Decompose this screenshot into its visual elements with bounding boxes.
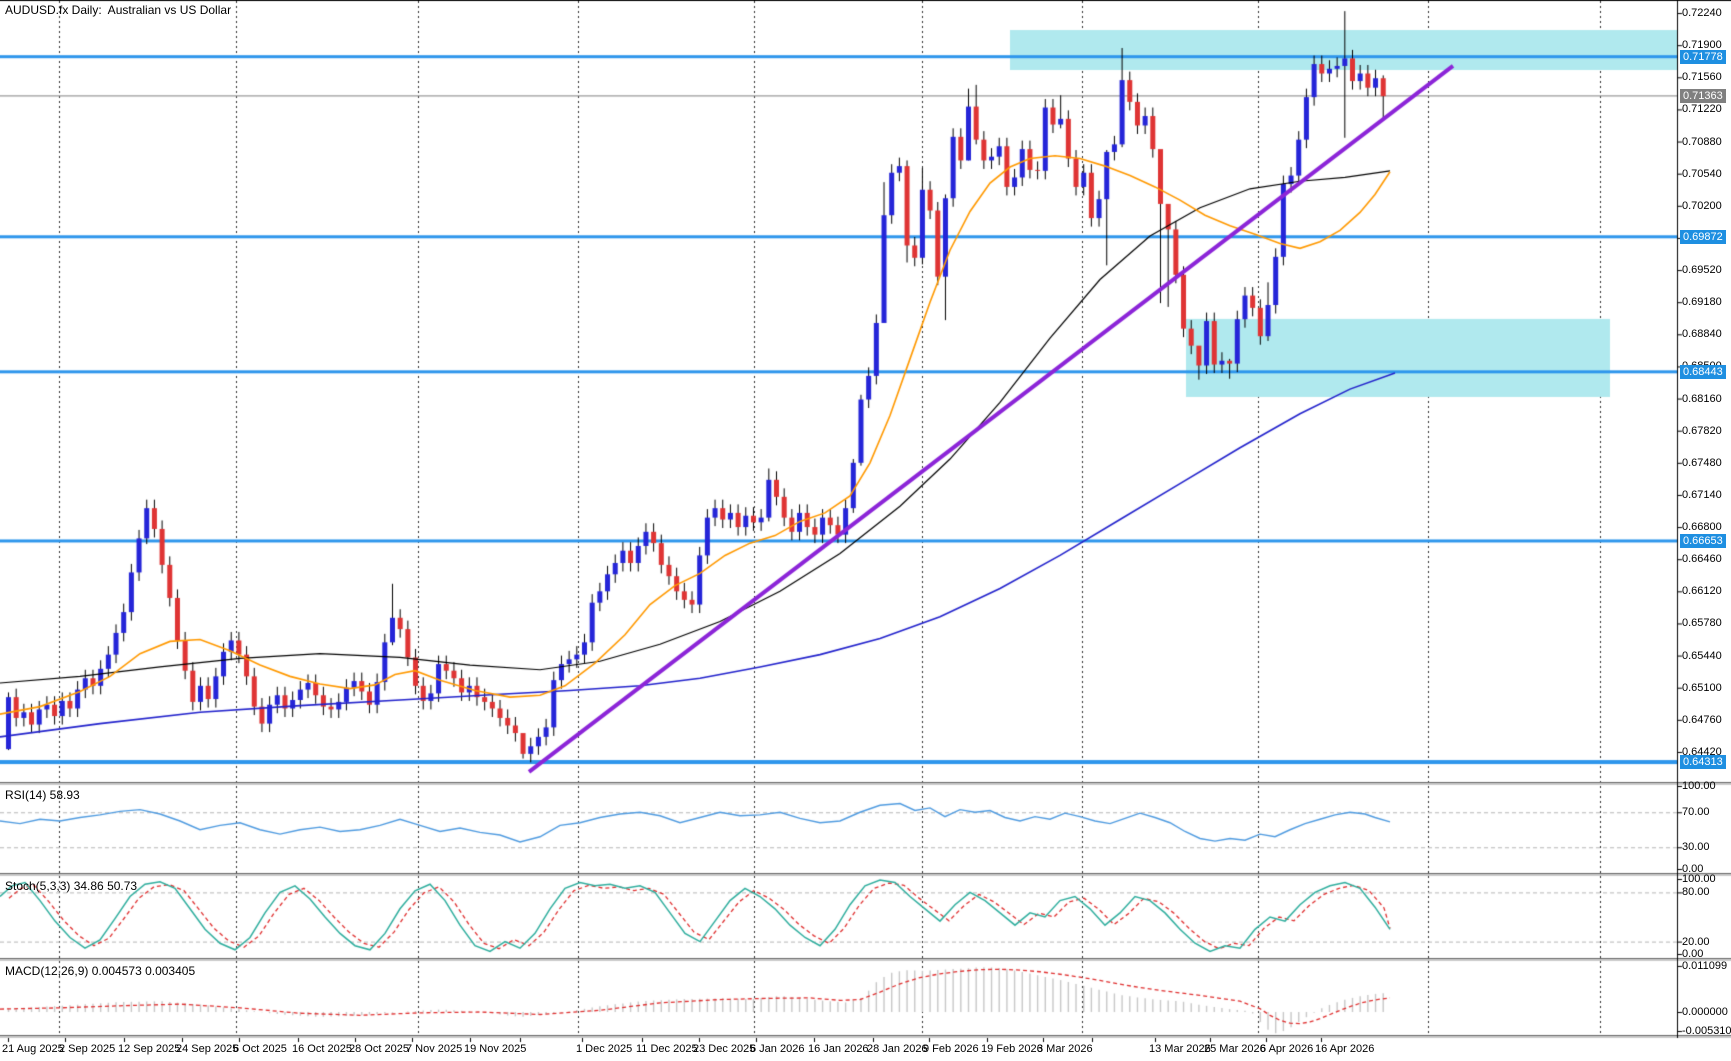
price-tick-label: 0.66120 xyxy=(1682,585,1722,598)
date-label: 6 Oct 2025 xyxy=(233,1043,287,1055)
price-tick-label: 0.65440 xyxy=(1682,649,1722,662)
date-label: 25 Mar 2026 xyxy=(1204,1043,1266,1055)
macd-axis-label: 0.000000 xyxy=(1682,1006,1728,1018)
price-line-badge: 0.69872 xyxy=(1680,229,1726,244)
stoch-axis-label: 20.00 xyxy=(1682,935,1710,948)
date-label: 1 Dec 2025 xyxy=(576,1043,633,1055)
price-tick-label: 0.67140 xyxy=(1682,488,1722,501)
price-tick-label: 0.65100 xyxy=(1682,681,1722,694)
macd-label: MACD(12,26,9) 0.004573 0.003405 xyxy=(5,964,196,978)
price-line-badge: 0.71363 xyxy=(1680,88,1726,103)
price-line-badge: 0.71778 xyxy=(1680,49,1726,64)
rsi-axis-label: 0.00 xyxy=(1682,863,1704,875)
rsi-axis-label: 30.00 xyxy=(1682,841,1710,854)
price-tick-label: 0.68160 xyxy=(1682,392,1722,405)
price-tick-label: 0.70200 xyxy=(1682,199,1722,212)
price-tick-label: 0.64420 xyxy=(1682,745,1722,758)
price-tick-label: 0.71560 xyxy=(1682,71,1722,84)
price-line-badge: 0.68443 xyxy=(1680,364,1726,379)
date-label: 16 Oct 2025 xyxy=(292,1043,352,1055)
price-tick-label: 0.66460 xyxy=(1682,553,1722,566)
macd-axis-label: -0.005310 xyxy=(1682,1025,1731,1037)
date-label: 3 Mar 2026 xyxy=(1037,1043,1093,1055)
date-label: 6 Jan 2026 xyxy=(750,1043,805,1055)
date-label: 24 Sep 2025 xyxy=(176,1043,239,1055)
date-label: 6 Apr 2026 xyxy=(1260,1043,1314,1055)
date-label: 9 Feb 2026 xyxy=(923,1043,979,1055)
date-label: 21 Aug 2025 xyxy=(2,1043,64,1055)
price-tick-label: 0.65780 xyxy=(1682,617,1722,630)
price-tick-label: 0.70540 xyxy=(1682,167,1722,180)
stoch-axis-label: 100.00 xyxy=(1682,873,1716,885)
stoch-axis-label: 80.00 xyxy=(1682,886,1710,899)
stoch-label: Stoch(5,3,3) 34.86 50.73 xyxy=(5,879,138,893)
price-tick-label: 0.71220 xyxy=(1682,103,1722,116)
date-label: 28 Jan 2026 xyxy=(867,1043,928,1055)
price-line-badge: 0.64313 xyxy=(1680,755,1726,770)
price-line-badge: 0.66653 xyxy=(1680,533,1726,548)
price-tick-label: 0.71900 xyxy=(1682,39,1722,52)
price-tick-label: 0.69180 xyxy=(1682,296,1722,309)
date-label: 28 Oct 2025 xyxy=(349,1043,409,1055)
date-label: 13 Mar 2026 xyxy=(1149,1043,1211,1055)
date-label: 19 Feb 2026 xyxy=(981,1043,1043,1055)
macd-axis-label: 0.011099 xyxy=(1682,959,1728,972)
price-tick-label: 0.70880 xyxy=(1682,135,1722,148)
price-tick-label: 0.67480 xyxy=(1682,456,1722,469)
date-label: 16 Jan 2026 xyxy=(808,1043,869,1055)
date-label: 19 Nov 2025 xyxy=(464,1043,527,1055)
date-label: 11 Dec 2025 xyxy=(636,1043,698,1055)
price-tick-label: 0.64760 xyxy=(1682,713,1722,726)
price-tick-label: 0.66800 xyxy=(1682,521,1722,534)
date-label: 7 Nov 2025 xyxy=(406,1043,463,1055)
rsi-label: RSI(14) 58.93 xyxy=(5,788,80,802)
chart-title: AUDUSD.fx Daily: Australian vs US Dollar xyxy=(5,3,232,17)
price-tick-label: 0.67820 xyxy=(1682,424,1722,437)
rsi-axis-label: 100.00 xyxy=(1682,780,1716,792)
price-tick-label: 0.69520 xyxy=(1682,264,1722,277)
price-tick-label: 0.68840 xyxy=(1682,328,1722,341)
date-label: 23 Dec 2025 xyxy=(693,1043,756,1055)
stoch-axis-label: 0.00 xyxy=(1682,948,1704,960)
rsi-axis-label: 70.00 xyxy=(1682,806,1710,819)
price-tick-label: 0.72240 xyxy=(1682,7,1722,20)
date-label: 16 Apr 2026 xyxy=(1315,1043,1375,1055)
date-label: 12 Sep 2025 xyxy=(118,1043,181,1055)
date-label: 2 Sep 2025 xyxy=(59,1043,116,1055)
